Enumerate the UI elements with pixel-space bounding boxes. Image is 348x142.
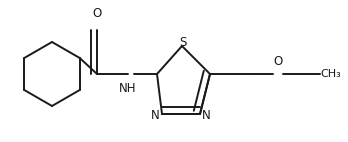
Text: O: O <box>92 7 102 20</box>
Text: S: S <box>179 36 187 49</box>
Text: N: N <box>151 109 159 122</box>
Text: CH₃: CH₃ <box>320 69 341 79</box>
Text: NH: NH <box>119 82 137 95</box>
Text: O: O <box>274 55 283 68</box>
Text: N: N <box>201 109 211 122</box>
